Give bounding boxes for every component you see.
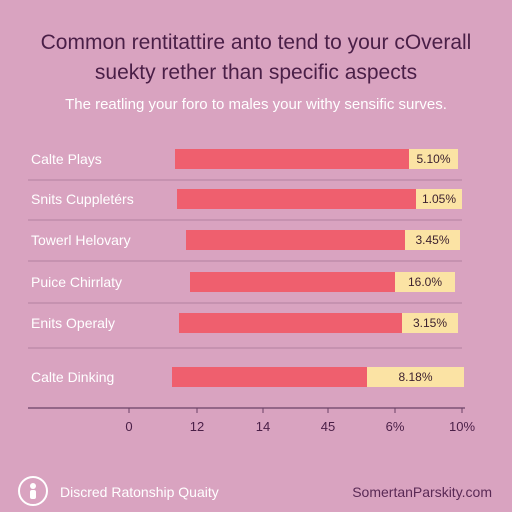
category-label: Calte Plays [31,151,102,167]
x-tick-label: 45 [321,419,335,434]
bar [172,367,367,387]
value-label-box [395,272,455,292]
category-label: Puice Chirrlaty [31,274,122,290]
bar [190,272,395,292]
person-icon [18,476,48,506]
value-label: 5.10% [416,152,450,166]
category-label: Towerl Helovary [31,232,131,248]
footer-website-link[interactable]: SomertanParskity.com [352,484,492,500]
value-label-box [416,189,462,209]
value-label: 1.05% [422,192,456,206]
chart-title: Common rentitattire anto tend to your cO… [0,28,512,88]
category-label: Enits Operaly [31,315,115,331]
bar [177,189,416,209]
value-label-box [405,230,460,250]
x-tick-label: 10% [449,419,475,434]
value-label: 3.15% [413,316,447,330]
value-label-box [367,367,464,387]
value-label: 3.45% [415,233,449,247]
x-tick-label: 14 [256,419,270,434]
category-label: Snits Cuppletérs [31,191,134,207]
chart-title-line-1: Common rentitattire anto tend to your cO… [40,31,472,54]
bar [186,230,405,250]
chart-title-line-2: suekty rether than specific aspects [94,61,418,84]
value-label: 8.18% [398,370,432,384]
bar [175,149,409,169]
x-tick-label: 12 [190,419,204,434]
footer-brand-text: Discred Ratonship Quaity [60,484,219,500]
chart-subtitle: The reatling your foro to males your wit… [65,96,447,113]
x-tick-label: 0 [125,419,132,434]
x-tick-label: 6% [386,419,405,434]
bar [179,313,402,333]
value-label: 16.0% [408,275,442,289]
category-label: Calte Dinking [31,369,114,385]
value-label-box [409,149,458,169]
value-label-box [402,313,458,333]
